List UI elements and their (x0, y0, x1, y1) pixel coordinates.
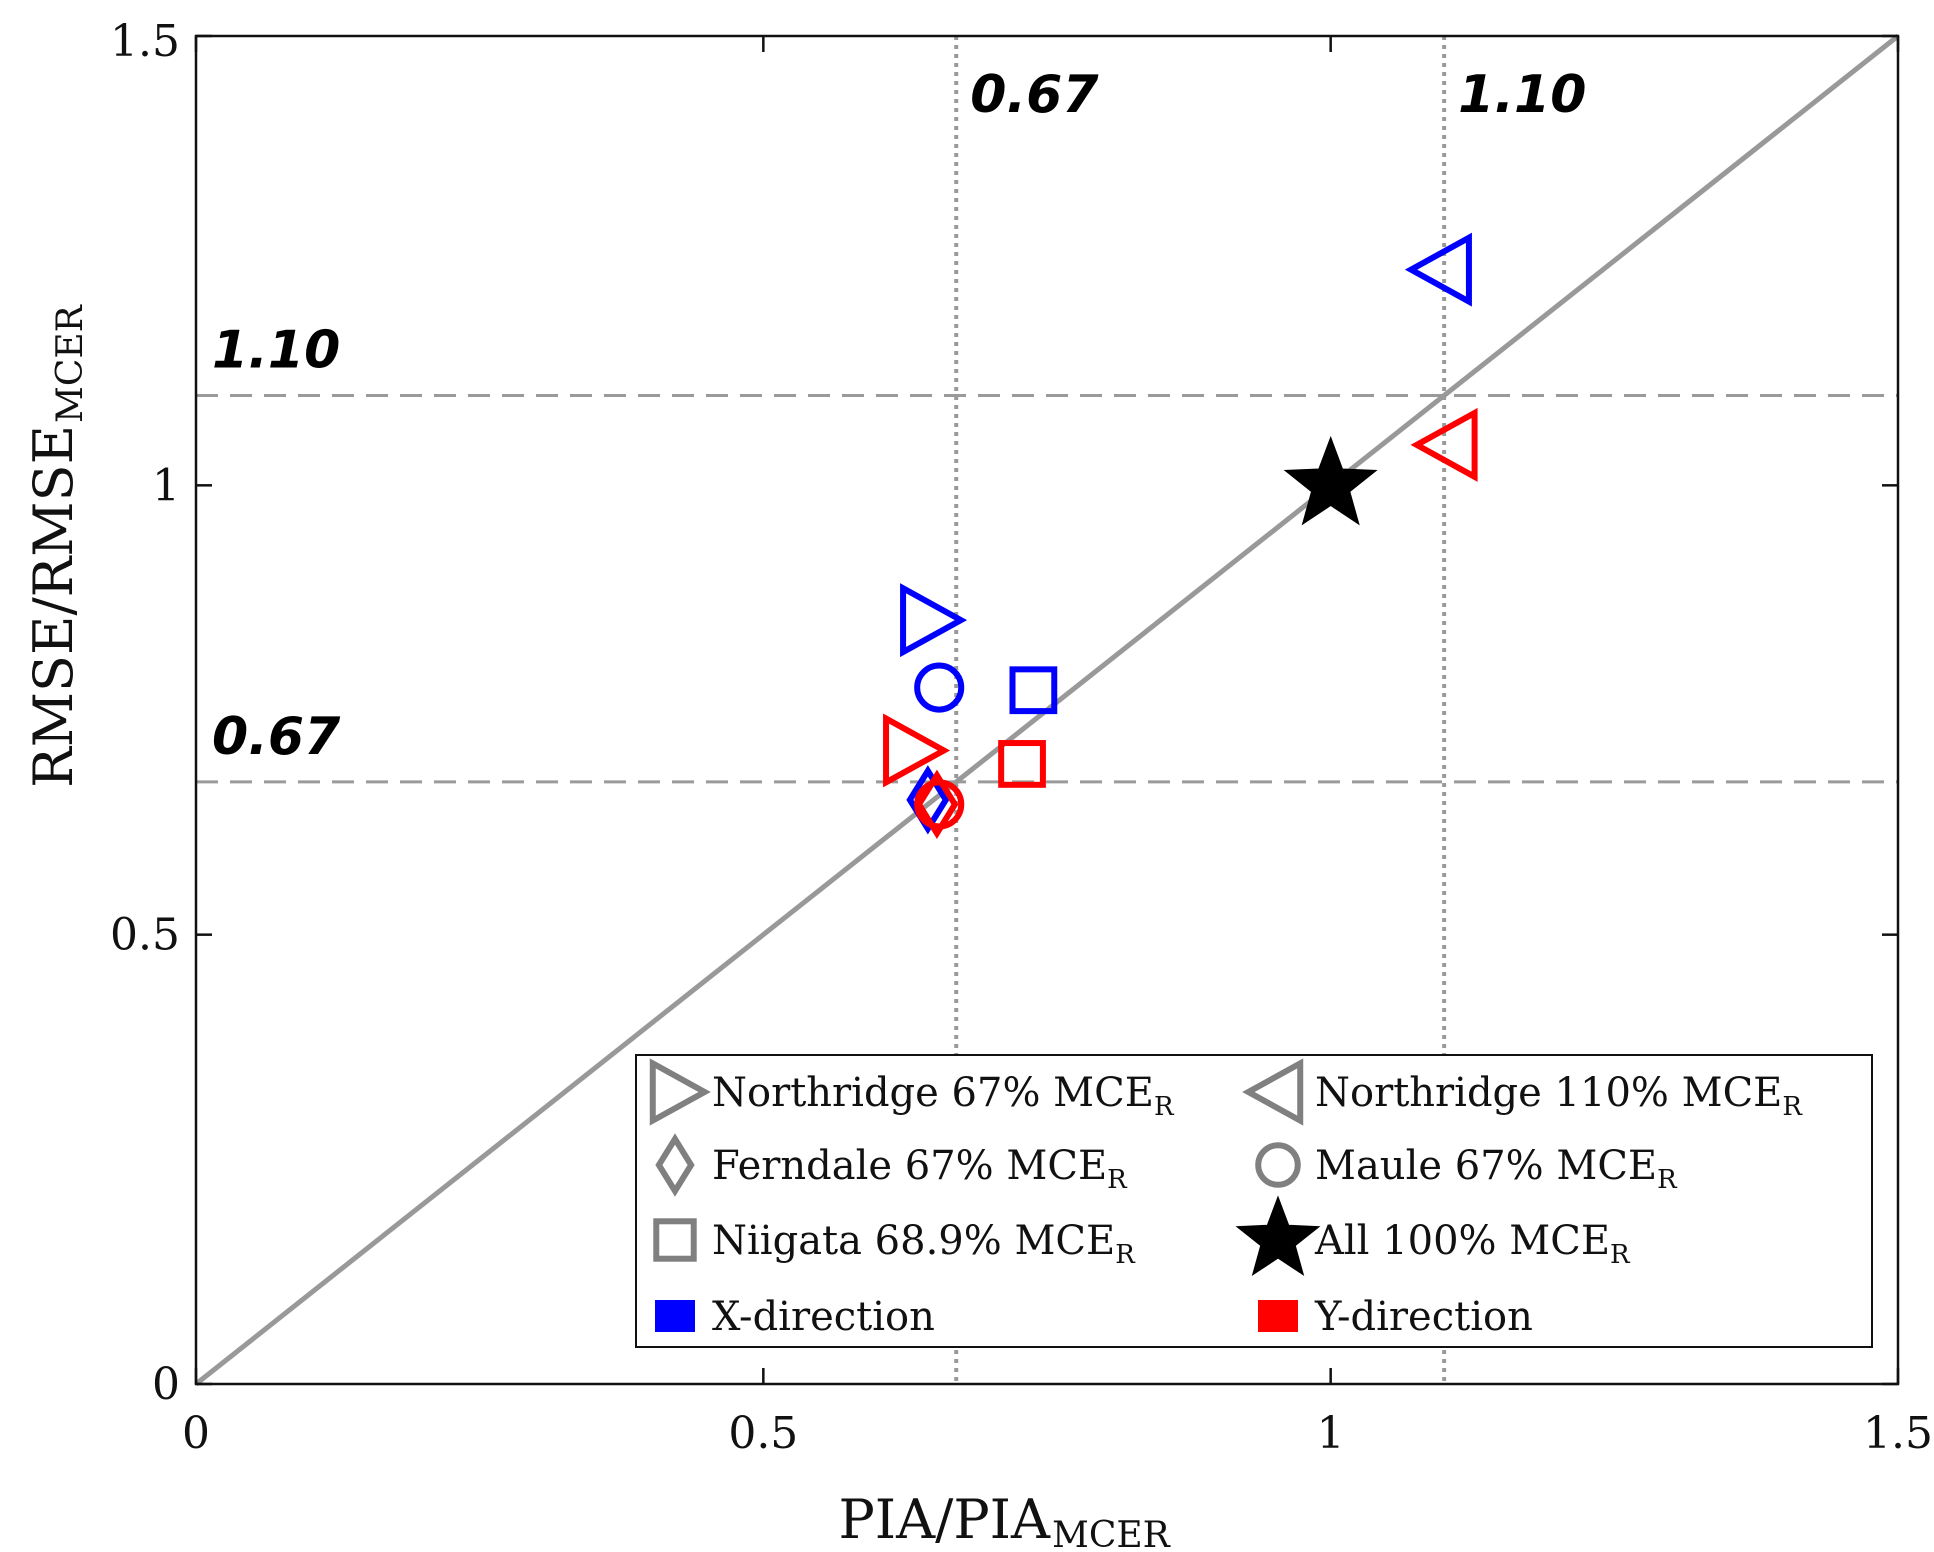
legend-marker-square (653, 1218, 697, 1262)
legend-label-sub: R (1782, 1092, 1803, 1122)
legend-label-sub: R (1115, 1240, 1136, 1270)
legend-label: X-direction (712, 1294, 935, 1340)
legend-marker-diamond (655, 1133, 695, 1197)
legend-label-main: Y-direction (1314, 1294, 1533, 1340)
data-point-circle-x (914, 662, 965, 713)
legend-marker-star (1235, 1195, 1321, 1277)
x-tick-label: 1.5 (1863, 1408, 1933, 1459)
legend-label-sub: R (1657, 1165, 1678, 1195)
legend-label-main: All 100% MCE (1314, 1218, 1610, 1264)
plot-area-frame (194, 34, 1900, 1386)
legend-marker-filled-square-red (1258, 1300, 1298, 1332)
axis-ticks: 0 0.5 1 1.5 0 0.5 1 1.5 (110, 16, 1933, 1459)
legend-box (635, 1054, 1873, 1348)
x-axis-title-sub: MCER (1052, 1515, 1171, 1552)
legend-label-main: X-direction (712, 1294, 935, 1340)
data-point-diamond-x (906, 765, 950, 835)
y-axis-title-group: RMSE/RMSE MCER (22, 304, 91, 788)
data-point-triangle-left-y (1410, 407, 1478, 482)
legend-label-sub: R (1610, 1240, 1631, 1270)
data-points (883, 232, 1478, 840)
legend-label: Northridge 110% MCER (1315, 1070, 1803, 1122)
legend-label-main: Niigata 68.9% MCE (712, 1218, 1115, 1264)
legend-label-main: Northridge 110% MCE (1315, 1070, 1782, 1116)
legend-label-main: Northridge 67% MCE (712, 1070, 1154, 1116)
legend-label-sub: R (1154, 1092, 1175, 1122)
legend-marker-circle (1255, 1142, 1301, 1188)
x-tick-label: 0.5 (728, 1408, 798, 1459)
vertical-reference-label: 1.10 (1458, 65, 1586, 125)
y-tick-label: 0 (152, 1359, 180, 1410)
legend-label: All 100% MCER (1314, 1218, 1631, 1270)
legend-label-sub: R (1107, 1165, 1128, 1195)
reference-lines: 0.67 1.10 0.67 1.10 (196, 36, 1898, 1384)
y-tick-label: 1 (152, 460, 180, 511)
legend-label: Y-direction (1314, 1294, 1533, 1340)
horizontal-reference-label: 1.10 (212, 320, 340, 380)
data-point-diamond-y (915, 769, 959, 840)
data-point-circle-y (914, 779, 965, 830)
y-tick-label: 1.5 (110, 16, 180, 67)
data-point-square-x (1009, 666, 1058, 715)
legend: Northridge 67% MCER Northridge 110% MCERF… (635, 1054, 1873, 1348)
x-tick-label: 1 (1317, 1408, 1345, 1459)
legend-marker-triangle-left (1242, 1058, 1304, 1126)
data-point-star-all (1283, 435, 1378, 526)
horizontal-reference-label: 0.67 (212, 707, 341, 767)
data-point-triangle-left-x (1404, 232, 1472, 307)
x-tick-label: 0 (182, 1408, 210, 1459)
legend-marker-triangle-right (649, 1058, 711, 1126)
y-axis-title-sub: MCER (50, 304, 91, 423)
legend-label: Maule 67% MCER (1315, 1143, 1678, 1195)
legend-label: Ferndale 67% MCER (712, 1143, 1128, 1195)
y-axis-title: RMSE/RMSE (22, 425, 85, 788)
legend-marker-filled-square-blue (655, 1300, 695, 1332)
legend-label: Northridge 67% MCER (712, 1070, 1175, 1122)
x-axis-title: PIA/PIA (838, 1488, 1051, 1551)
legend-label-main: Ferndale 67% MCE (712, 1143, 1107, 1189)
legend-label: Niigata 68.9% MCER (712, 1218, 1136, 1270)
data-point-triangle-right-y (883, 713, 951, 788)
legend-label-main: Maule 67% MCE (1315, 1143, 1657, 1189)
y-tick-label: 0.5 (110, 910, 180, 961)
data-point-square-y (998, 740, 1046, 788)
data-point-triangle-right-x (900, 583, 968, 658)
vertical-reference-label: 0.67 (970, 65, 1099, 125)
